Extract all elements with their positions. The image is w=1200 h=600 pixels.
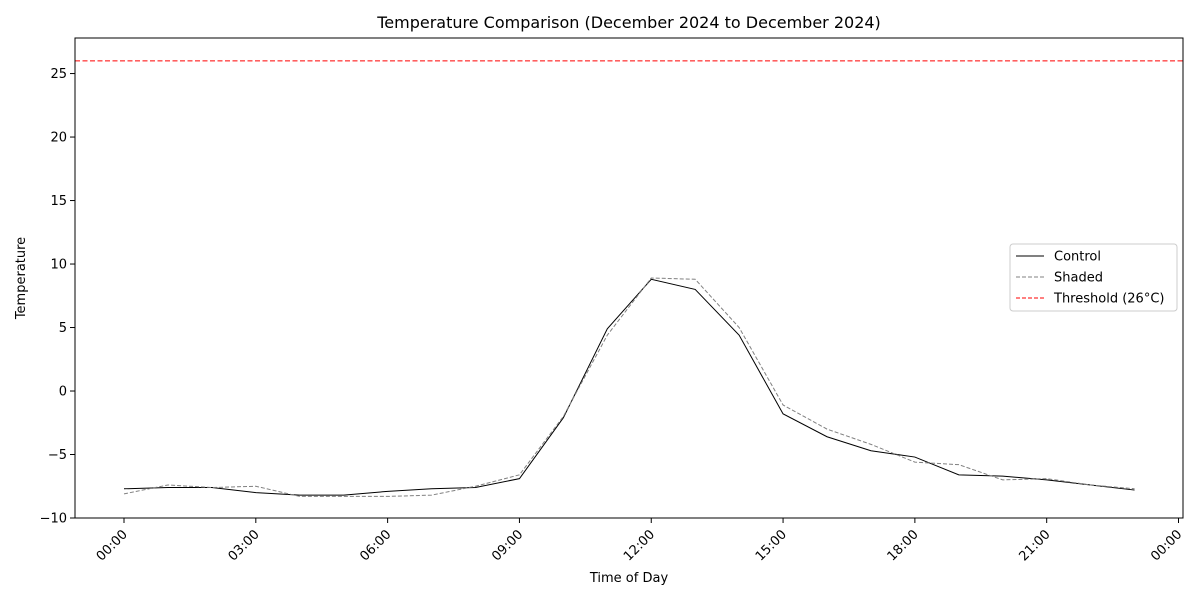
y-tick-label: 0 bbox=[59, 385, 67, 400]
chart-title: Temperature Comparison (December 2024 to… bbox=[376, 13, 881, 32]
x-tick-label: 15:00 bbox=[753, 527, 790, 564]
legend-label: Control bbox=[1054, 250, 1101, 265]
plot-area bbox=[75, 60, 1183, 497]
x-tick-label: 18:00 bbox=[885, 527, 922, 564]
x-axis: 00:00 03:00 06:00 09:00 12:00 15:00 18:00 21:00… bbox=[94, 518, 1185, 564]
x-tick-label: 06:00 bbox=[357, 527, 394, 564]
legend-box bbox=[1009, 243, 1178, 312]
x-tick-label: 12:00 bbox=[621, 527, 658, 564]
y-tick-label: −5 bbox=[48, 448, 67, 463]
series-line-control bbox=[123, 278, 1135, 496]
x-axis-title: Time of Day bbox=[589, 571, 669, 586]
y-tick-label: −10 bbox=[40, 512, 67, 527]
y-tick-label: 15 bbox=[50, 194, 67, 209]
x-tick-label: 03:00 bbox=[226, 527, 263, 564]
y-tick-label: 5 bbox=[59, 321, 67, 336]
y-tick-label: 10 bbox=[50, 258, 67, 273]
x-tick-label: 09:00 bbox=[489, 527, 526, 564]
x-tick-label: 00:00 bbox=[1148, 527, 1185, 564]
y-axis-title: Temperature bbox=[14, 237, 29, 320]
plot-frame bbox=[74, 37, 1184, 519]
series-line-shaded bbox=[123, 277, 1135, 497]
y-tick-label: 20 bbox=[50, 131, 67, 146]
legend: Control Shaded Threshold (26°C) bbox=[1009, 243, 1178, 312]
x-tick-label: 00:00 bbox=[94, 527, 131, 564]
legend-label: Threshold (26°C) bbox=[1053, 292, 1164, 307]
y-axis: −10 −5 0 5 10 15 20 25 bbox=[40, 67, 75, 527]
legend-label: Shaded bbox=[1054, 271, 1103, 286]
x-tick-label: 21:00 bbox=[1016, 527, 1053, 564]
y-tick-label: 25 bbox=[50, 67, 67, 82]
